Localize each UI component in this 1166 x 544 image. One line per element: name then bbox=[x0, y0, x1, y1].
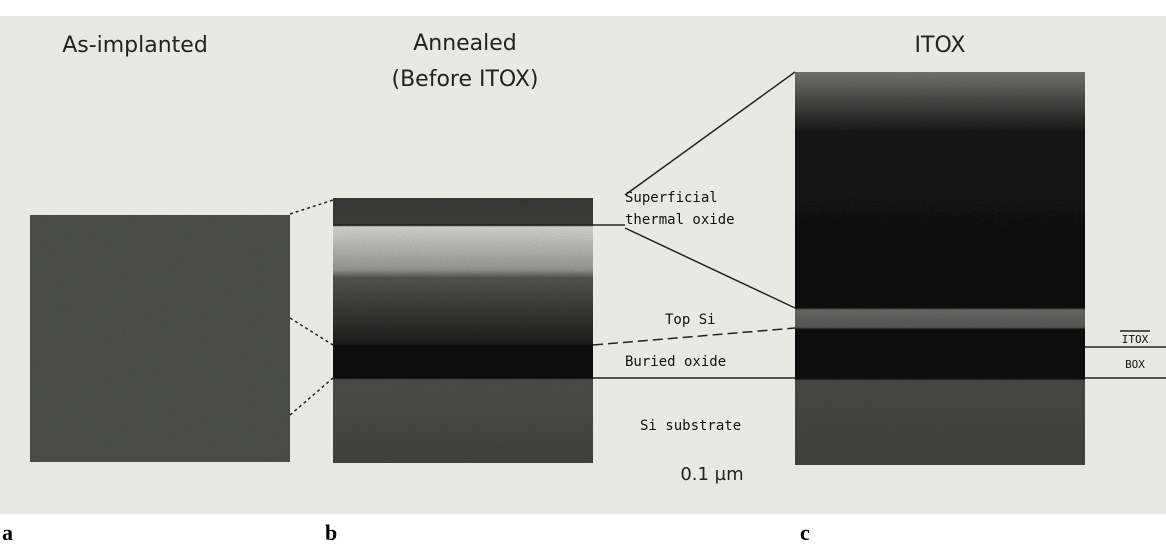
panel-title: ITOX bbox=[915, 33, 966, 58]
annotation: BOX bbox=[1125, 358, 1145, 371]
figure: As-implanted Annealed (Before ITOX) ITOX… bbox=[0, 0, 1166, 544]
panel-title: As-implanted bbox=[62, 33, 208, 58]
annotation: thermal oxide bbox=[625, 212, 735, 228]
micrograph-c bbox=[795, 72, 1085, 465]
panel-letter: b bbox=[325, 520, 337, 544]
panel-title: Annealed bbox=[413, 31, 517, 56]
panel-letter: c bbox=[800, 520, 810, 544]
annotation: Top Si bbox=[665, 312, 716, 328]
scale-bar-label: 0.1 µm bbox=[680, 464, 743, 485]
annotation: Superficial bbox=[625, 190, 718, 206]
annotation: Buried oxide bbox=[625, 354, 726, 370]
micrograph-a bbox=[30, 215, 290, 462]
micrograph-b bbox=[333, 198, 593, 463]
panel-letter: a bbox=[2, 520, 13, 544]
panel-title: (Before ITOX) bbox=[392, 67, 539, 92]
annotation: Si substrate bbox=[640, 418, 741, 434]
annotation: ITOX bbox=[1122, 333, 1149, 346]
